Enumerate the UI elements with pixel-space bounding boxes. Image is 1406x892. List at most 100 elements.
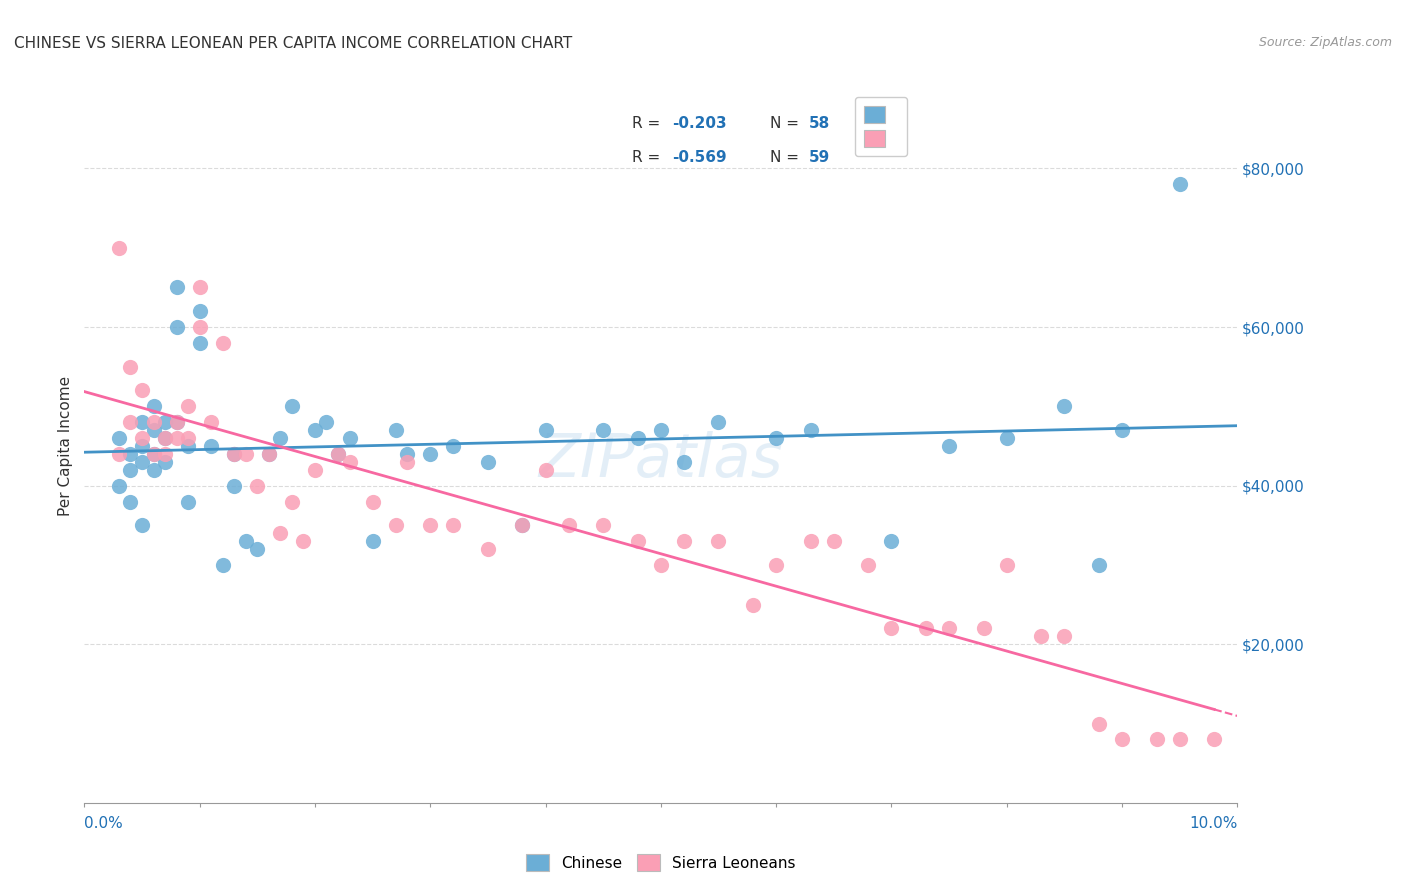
- Point: [235, 534, 257, 549]
- Point: [672, 455, 695, 469]
- Point: [177, 439, 200, 453]
- Point: [707, 415, 730, 429]
- Point: [765, 558, 787, 572]
- Point: [224, 478, 246, 492]
- Point: [142, 447, 165, 461]
- Point: [153, 415, 176, 429]
- Text: 0.0%: 0.0%: [84, 816, 124, 831]
- Point: [188, 304, 211, 318]
- Text: CHINESE VS SIERRA LEONEAN PER CAPITA INCOME CORRELATION CHART: CHINESE VS SIERRA LEONEAN PER CAPITA INC…: [14, 36, 572, 51]
- Point: [188, 320, 211, 334]
- Point: [131, 384, 153, 398]
- Point: [1204, 732, 1226, 747]
- Point: [1088, 558, 1111, 572]
- Point: [281, 400, 304, 414]
- Point: [384, 518, 406, 533]
- Point: [477, 542, 499, 557]
- Point: [419, 447, 441, 461]
- Point: [627, 534, 650, 549]
- Text: -0.569: -0.569: [672, 150, 727, 165]
- Text: N =: N =: [770, 116, 804, 131]
- Point: [512, 518, 534, 533]
- Point: [166, 320, 188, 334]
- Point: [1168, 732, 1191, 747]
- Text: R =: R =: [633, 150, 665, 165]
- Point: [361, 534, 384, 549]
- Point: [177, 400, 200, 414]
- Point: [177, 431, 200, 445]
- Point: [246, 478, 269, 492]
- Point: [858, 558, 880, 572]
- Point: [166, 431, 188, 445]
- Point: [1088, 716, 1111, 731]
- Point: [534, 463, 557, 477]
- Point: [326, 447, 349, 461]
- Point: [1146, 732, 1168, 747]
- Point: [315, 415, 337, 429]
- Point: [120, 359, 142, 374]
- Point: [800, 423, 823, 437]
- Point: [938, 621, 960, 635]
- Point: [153, 455, 176, 469]
- Point: [188, 280, 211, 294]
- Point: [707, 534, 730, 549]
- Point: [995, 558, 1018, 572]
- Point: [120, 463, 142, 477]
- Point: [419, 518, 441, 533]
- Point: [1053, 400, 1076, 414]
- Point: [396, 447, 419, 461]
- Point: [224, 447, 246, 461]
- Point: [384, 423, 406, 437]
- Y-axis label: Per Capita Income: Per Capita Income: [58, 376, 73, 516]
- Point: [326, 447, 349, 461]
- Point: [512, 518, 534, 533]
- Point: [120, 415, 142, 429]
- Point: [120, 447, 142, 461]
- Point: [1053, 629, 1076, 643]
- Point: [142, 447, 165, 461]
- Point: [880, 534, 903, 549]
- Point: [142, 423, 165, 437]
- Point: [257, 447, 280, 461]
- Text: N =: N =: [770, 150, 804, 165]
- Point: [200, 415, 222, 429]
- Point: [534, 423, 557, 437]
- Point: [211, 558, 233, 572]
- Point: [592, 518, 614, 533]
- Point: [441, 439, 464, 453]
- Point: [973, 621, 995, 635]
- Text: R =: R =: [633, 116, 665, 131]
- Point: [153, 431, 176, 445]
- Point: [108, 447, 131, 461]
- Text: Source: ZipAtlas.com: Source: ZipAtlas.com: [1258, 36, 1392, 49]
- Point: [1111, 423, 1133, 437]
- Point: [742, 598, 765, 612]
- Point: [765, 431, 787, 445]
- Legend: , : ,: [855, 97, 907, 156]
- Point: [361, 494, 384, 508]
- Point: [142, 415, 165, 429]
- Point: [995, 431, 1018, 445]
- Point: [477, 455, 499, 469]
- Point: [108, 241, 131, 255]
- Point: [292, 534, 315, 549]
- Point: [142, 463, 165, 477]
- Point: [592, 423, 614, 437]
- Point: [166, 280, 188, 294]
- Point: [224, 447, 246, 461]
- Point: [304, 423, 326, 437]
- Point: [339, 455, 361, 469]
- Point: [1168, 178, 1191, 192]
- Point: [166, 415, 188, 429]
- Legend: Chinese, Sierra Leoneans: Chinese, Sierra Leoneans: [516, 845, 806, 880]
- Point: [557, 518, 579, 533]
- Point: [672, 534, 695, 549]
- Text: 10.0%: 10.0%: [1189, 816, 1237, 831]
- Point: [269, 431, 291, 445]
- Point: [131, 431, 153, 445]
- Point: [650, 423, 672, 437]
- Point: [257, 447, 280, 461]
- Point: [131, 439, 153, 453]
- Point: [211, 335, 233, 350]
- Point: [153, 447, 176, 461]
